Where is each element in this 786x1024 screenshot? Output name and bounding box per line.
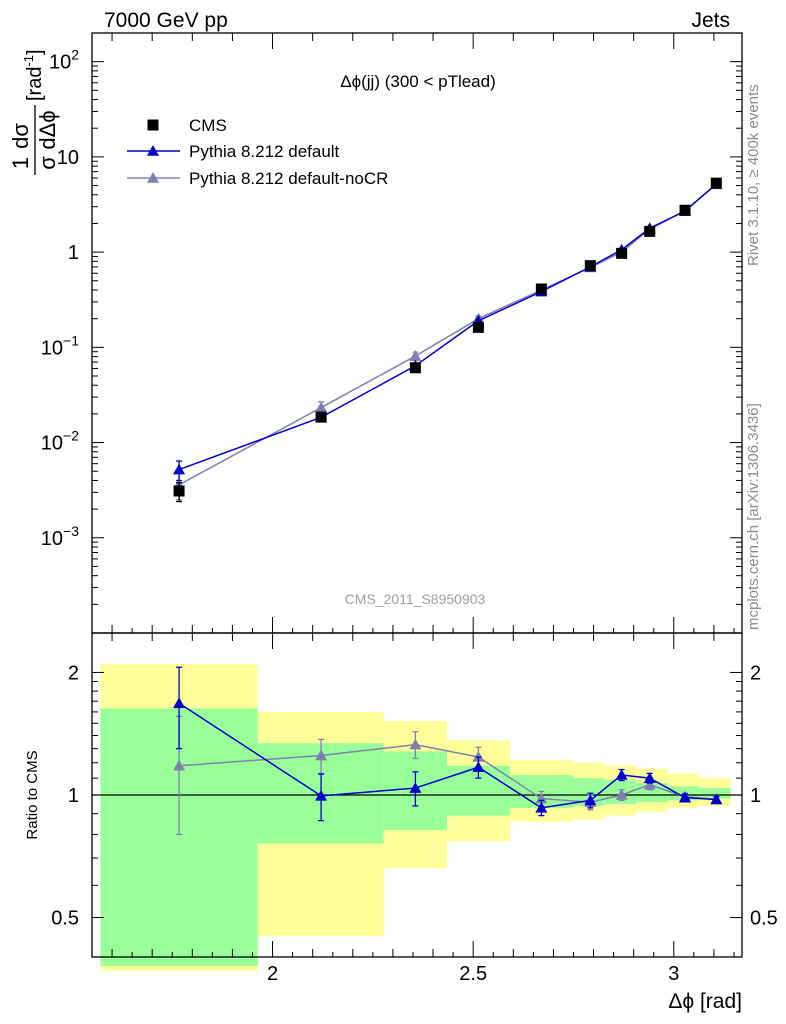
ratio-x-tick-label: 2 [267,963,278,985]
main-panel-content [173,177,723,503]
ratio-y-axis-label: Ratio to CMS [24,750,41,839]
main-y-tick-label: 10−2 [41,428,79,455]
ratio-band-green-9 [699,788,731,799]
point-cms-7 [644,225,656,237]
ratio-point-pythia-8-212-default-8 [679,791,692,803]
main-y-tick-label: 10−3 [41,523,79,550]
main-y-axis-label: 1 dσσ dΔϕ [rad-1] [8,49,60,175]
ratio-point-pythia-8-212-default-1 [315,789,328,801]
main-y-axis-label-numer-1: 1 [8,157,33,169]
legend-marker-pythia-8-212-default [147,145,159,156]
main-y-tick-label: 10 [57,147,79,169]
ratio-x-tick-label: 2.5 [459,963,487,985]
main-y-tick-label: 102 [49,47,79,74]
axis-ticks [91,32,742,958]
analysis-watermark: CMS_2011_S8950903 [345,591,486,607]
point-cms-2 [409,362,421,374]
ratio-point-pythia-8-212-default-5 [584,794,597,806]
ratio-line-pythia-8-212-default [178,702,717,809]
point-pythia-8-212-default-nocr-1 [315,401,328,413]
ratio-point-pythia-8-212-default-3 [472,761,485,773]
ratio-x-tick-label: 3 [668,963,679,985]
ratio-y-tick-label-right: 2 [750,662,761,684]
ratio-panel-content [92,666,742,836]
ratio-point-pythia-8-212-default-9 [710,793,723,805]
legend: CMS Pythia 8.212 default Pythia 8.212 defa… [127,116,388,188]
main-y-axis-label-denom-sigma: σ [35,156,60,170]
x-axis-label: Δϕ [rad] [668,990,742,1013]
axis-labels: 10−3 10−2 10−1 1 10 102 2 2.5 3 0.5 0.5 1 1 2 2 Ratio t… [8,47,778,1013]
ratio-y-tick-label: 2 [68,662,79,684]
point-cms-1 [315,411,327,423]
point-cms-3 [472,321,484,333]
point-cms-4 [535,283,547,295]
legend-marker-cms [147,119,159,131]
point-cms-9 [710,177,722,189]
ratio-point-pythia-8-212-default-nocr-6 [615,789,628,800]
main-y-axis-label-denom-dphi: dΔϕ [35,110,60,149]
point-cms-8 [679,204,691,216]
ratio-line-pythia-8-212-default-nocr [179,743,717,803]
point-cms-6 [616,247,628,259]
ratio-uncertainty-bands [100,663,731,971]
point-pythia-8-212-default-0 [173,463,186,475]
ratio-y-tick-label: 1 [68,785,79,807]
ratio-point-pythia-8-212-default-6 [615,768,628,780]
main-y-axis-label-numer-d: dσ [8,123,33,149]
main-y-tick-label: 10−1 [41,332,79,359]
ratio-point-pythia-8-212-default-nocr-7 [643,778,656,790]
point-cms-5 [584,260,596,272]
header-energy-label: 7000 GeV pp [104,9,228,32]
ratio-point-pythia-8-212-default-4 [535,801,548,813]
ratio-point-pythia-8-212-default-nocr-2 [409,738,422,750]
main-y-axis-label-unit: [rad-1] [21,49,46,101]
series-line-pythia-8-212-default [178,183,717,471]
main-y-tick-label: 1 [68,242,79,264]
main-plot-title: Δϕ(jj) (300 < pTlead) [340,72,496,91]
legend-label-pythia-8-212-default: Pythia 8.212 default [189,142,340,161]
point-cms-0 [173,485,185,497]
legend-label-pythia-8-212-default-nocr: Pythia 8.212 default-noCR [189,169,388,188]
ratio-point-pythia-8-212-default-2 [409,782,422,793]
legend-label-cms: CMS [189,116,227,135]
ratio-point-pythia-8-212-default-nocr-0 [173,759,186,771]
ratio-y-tick-label-right: 0.5 [750,908,778,930]
ratio-point-pythia-8-212-default-0 [173,697,186,709]
ratio-point-pythia-8-212-default-nocr-1 [315,749,328,761]
legend-marker-pythia-8-212-default-nocr [147,172,159,183]
ratio-y-tick-label: 0.5 [51,908,79,930]
header-process-label: Jets [691,9,730,32]
ratio-y-tick-label-right: 1 [750,785,761,807]
ratio-point-pythia-8-212-default-7 [643,772,656,783]
point-pythia-8-212-default-nocr-2 [409,350,422,361]
